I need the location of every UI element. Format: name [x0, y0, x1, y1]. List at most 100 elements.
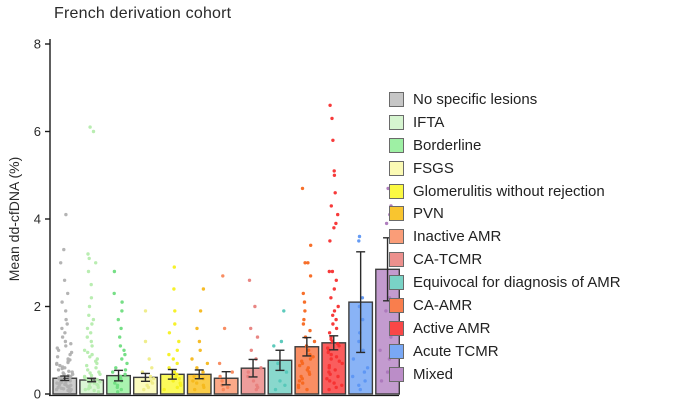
data-point [327, 370, 331, 374]
data-point [87, 313, 91, 317]
data-point [255, 335, 260, 339]
data-point [332, 226, 336, 230]
data-point [89, 331, 93, 335]
legend-item: Active AMR [389, 317, 621, 340]
data-point [175, 361, 179, 366]
data-point [336, 304, 340, 309]
data-point [112, 269, 117, 274]
data-point [119, 387, 124, 392]
data-point [247, 278, 252, 282]
data-point [85, 363, 89, 368]
data-point [309, 243, 313, 247]
data-point [55, 361, 59, 366]
data-point [90, 322, 94, 326]
data-point [67, 369, 71, 373]
data-point [192, 374, 196, 379]
data-point [120, 300, 124, 304]
data-point [334, 385, 338, 390]
legend-item: Glomerulitis without rejection [389, 180, 621, 203]
data-point [357, 383, 361, 387]
legend-label: No specific lesions [413, 90, 538, 108]
data-point [329, 296, 333, 300]
legend-label: Active AMR [413, 319, 491, 337]
data-point [386, 186, 390, 191]
data-point [272, 344, 276, 348]
data-point [88, 125, 92, 129]
data-point [97, 370, 101, 374]
data-point [92, 388, 96, 393]
data-point [357, 239, 361, 243]
data-point [94, 261, 98, 265]
data-point [69, 383, 73, 387]
data-point [253, 304, 257, 309]
data-point [59, 261, 63, 265]
data-point [173, 322, 177, 326]
legend-item: FSGS [389, 157, 621, 180]
data-point [332, 287, 336, 291]
data-point [172, 265, 176, 269]
legend-swatch-icon [389, 320, 404, 336]
data-point [86, 269, 91, 274]
data-point [60, 300, 64, 304]
data-point [297, 379, 302, 383]
data-point [195, 381, 199, 385]
data-point [325, 377, 329, 381]
data-point [357, 339, 361, 344]
data-point [365, 366, 370, 370]
data-point [95, 377, 99, 382]
legend-swatch-icon [389, 206, 404, 222]
data-point [308, 328, 312, 333]
legend-item: CA-TCMR [389, 248, 621, 271]
data-point [334, 278, 338, 282]
data-point [361, 348, 365, 352]
data-point [311, 355, 315, 359]
data-point [300, 186, 305, 191]
legend-label: Equivocal for diagnosis of AMR [413, 274, 621, 292]
data-point [87, 384, 92, 388]
data-point [85, 326, 90, 331]
chart-legend: No specific lesions IFTA Borderline FSGS Glo… [389, 88, 621, 386]
data-point [88, 371, 92, 375]
data-point [85, 335, 90, 339]
legend-swatch-icon [389, 275, 404, 291]
data-point [312, 339, 317, 344]
data-point [89, 339, 94, 344]
data-point [351, 374, 355, 379]
data-point [306, 261, 310, 265]
data-point [116, 317, 121, 322]
data-point [299, 374, 303, 379]
data-point [82, 374, 87, 379]
data-point [177, 339, 181, 344]
data-point [333, 191, 337, 195]
legend-label: Acute TCMR [413, 342, 499, 360]
data-point [333, 368, 337, 372]
data-point [283, 383, 287, 387]
data-point [90, 344, 94, 348]
data-point [167, 366, 171, 370]
legend-label: Mixed [413, 365, 454, 383]
data-point [328, 103, 332, 108]
data-point [301, 322, 306, 326]
data-point [122, 348, 126, 352]
data-point [89, 296, 94, 300]
legend-item: PVN [389, 202, 621, 225]
data-point [95, 382, 99, 387]
data-point [89, 282, 93, 287]
data-point [389, 335, 393, 339]
data-point [70, 370, 74, 374]
data-point [63, 331, 67, 335]
data-point [151, 377, 156, 381]
data-point [69, 350, 74, 355]
data-point [178, 381, 182, 385]
data-point [332, 169, 336, 173]
data-point [83, 387, 88, 392]
data-point [301, 291, 305, 296]
data-point [329, 204, 333, 208]
legend-swatch-icon [389, 183, 404, 199]
data-point [90, 352, 94, 357]
legend-item: Borderline [389, 134, 621, 157]
data-point [66, 291, 70, 296]
data-point [172, 370, 177, 374]
data-point [332, 381, 336, 385]
